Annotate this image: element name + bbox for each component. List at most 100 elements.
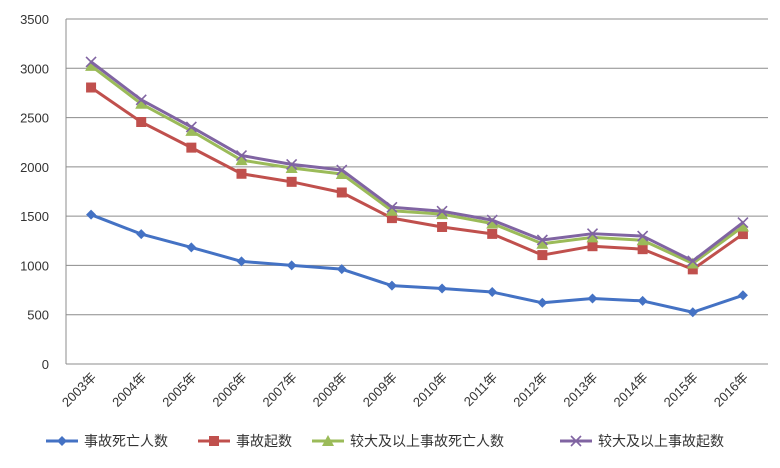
data-point — [486, 217, 499, 229]
data-point — [236, 168, 247, 179]
x-tick-label: 2012年 — [510, 370, 550, 410]
data-point — [686, 257, 699, 269]
legend-item: 事故死亡人数 — [46, 433, 168, 449]
series-2 — [86, 82, 748, 275]
data-point — [586, 231, 599, 243]
x-axis-ticks: 2003年 2004年 2005年 2006年 2007年 2008年 2009年 2010年… — [59, 370, 751, 410]
x-stroke — [386, 201, 398, 213]
data-point — [487, 228, 498, 239]
data-point — [537, 297, 548, 308]
x-tick-label: 2004年 — [109, 370, 149, 410]
data-point — [437, 283, 448, 294]
series-line — [90, 86, 744, 271]
legend-label: 事故死亡人数 — [84, 433, 168, 449]
data-point — [235, 154, 248, 166]
data-point — [386, 201, 398, 213]
data-point — [186, 242, 197, 253]
data-point — [537, 250, 548, 261]
x-stroke — [570, 435, 582, 447]
data-point — [86, 82, 97, 93]
y-tick-label: 500 — [27, 308, 49, 323]
legend-marker — [322, 435, 334, 446]
data-point — [186, 142, 197, 153]
x-stroke — [486, 214, 498, 226]
data-point — [636, 234, 649, 246]
series-line — [90, 213, 744, 314]
legend-label: 较大及以上事故死亡人数 — [350, 433, 504, 449]
series-4 — [85, 56, 749, 267]
data-point — [587, 241, 598, 252]
x-tick-label: 2016年 — [711, 370, 751, 410]
data-point — [687, 255, 699, 267]
data-point — [286, 176, 297, 187]
data-point — [586, 228, 599, 240]
x-stroke — [436, 205, 448, 217]
data-point — [236, 256, 247, 267]
data-point — [185, 121, 197, 133]
data-point — [737, 229, 748, 240]
x-stroke — [85, 56, 97, 68]
legend: 事故死亡人数 事故起数 较大及以上事故死亡人数 较大及以上事故起数 — [46, 433, 724, 449]
data-point — [536, 234, 548, 246]
x-stroke — [286, 158, 298, 170]
data-point — [336, 264, 347, 275]
grid-lines — [65, 18, 768, 365]
data-point — [737, 216, 749, 229]
data-point — [687, 307, 698, 318]
data-point — [286, 158, 298, 170]
x-tick-label: 2006年 — [209, 370, 249, 410]
legend-item: 较大及以上事故起数 — [560, 433, 724, 449]
x-stroke — [336, 164, 348, 176]
x-stroke — [737, 216, 749, 229]
x-tick-label: 2005年 — [159, 370, 199, 410]
x-stroke — [687, 255, 699, 267]
x-tick-label: 2011年 — [461, 370, 501, 410]
y-tick-label: 2000 — [20, 160, 49, 175]
data-point — [487, 287, 498, 298]
series-1 — [86, 209, 748, 318]
x-stroke — [235, 149, 248, 162]
y-tick-label: 0 — [42, 357, 49, 372]
x-stroke — [637, 230, 649, 242]
legend-label: 较大及以上事故起数 — [598, 433, 724, 449]
data-point — [335, 167, 348, 179]
y-tick-label: 3000 — [20, 61, 49, 76]
data-point — [386, 213, 397, 224]
legend-item: 较大及以上事故死亡人数 — [312, 433, 504, 449]
data-point — [336, 164, 348, 176]
legend-marker — [57, 436, 67, 446]
x-tick-label: 2003年 — [59, 370, 99, 410]
y-tick-label: 1000 — [20, 258, 49, 273]
y-tick-label: 3500 — [20, 12, 49, 27]
data-point — [486, 214, 498, 226]
data-point — [736, 220, 749, 232]
series-line — [90, 60, 744, 263]
data-point — [85, 59, 98, 71]
x-stroke — [135, 94, 147, 106]
data-point — [637, 230, 649, 242]
data-point — [436, 208, 449, 220]
data-point — [136, 117, 147, 128]
data-point — [436, 205, 448, 217]
x-tick-label: 2010年 — [410, 370, 450, 410]
data-point — [637, 295, 648, 306]
data-point — [135, 94, 147, 106]
data-point — [136, 229, 147, 240]
data-point — [336, 187, 347, 198]
series-line — [90, 64, 744, 265]
x-tick-label: 2007年 — [260, 370, 300, 410]
data-point — [687, 264, 698, 275]
data-point — [386, 280, 397, 291]
data-point — [235, 149, 248, 162]
data-point — [536, 237, 549, 249]
legend-item: 事故起数 — [198, 433, 292, 449]
y-tick-label: 2500 — [20, 111, 49, 126]
data-point — [587, 293, 598, 304]
x-tick-label: 2009年 — [360, 370, 400, 410]
data-point — [637, 244, 648, 255]
data-point — [286, 260, 297, 271]
series-3 — [85, 59, 749, 269]
data-point — [285, 162, 298, 174]
data-point — [86, 209, 97, 220]
